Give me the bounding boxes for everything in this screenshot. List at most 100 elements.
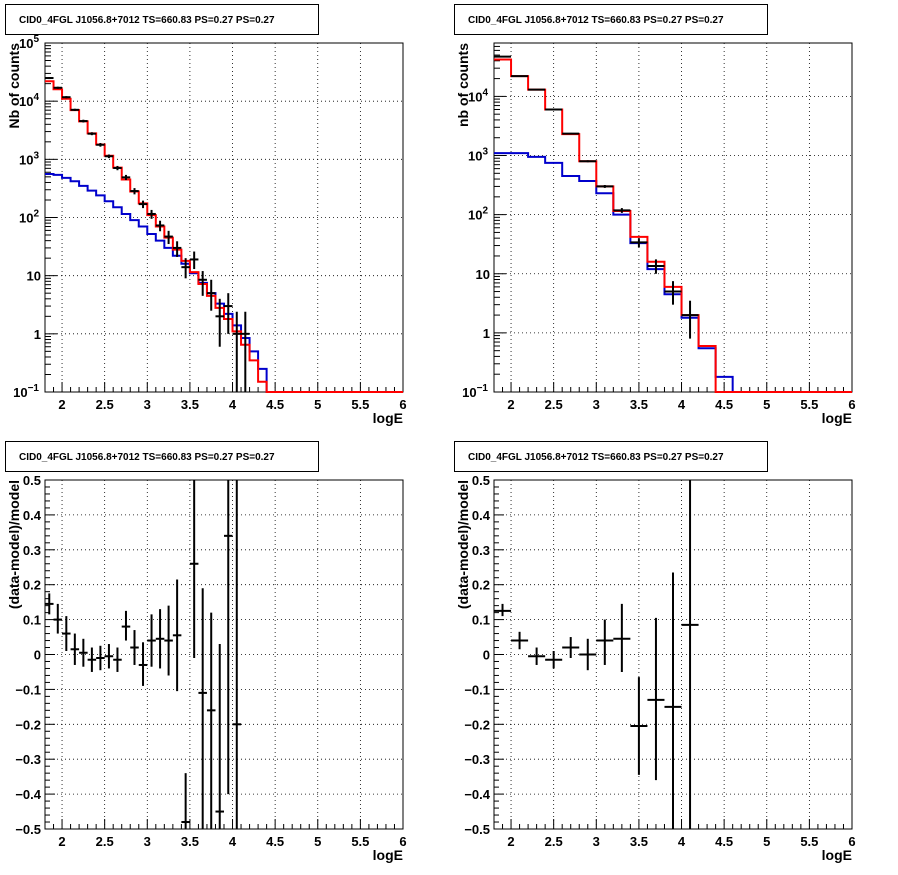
- x-axis-title: logE: [373, 847, 403, 863]
- x-tick-label: 5.5: [800, 834, 818, 849]
- data-point: [511, 631, 529, 650]
- x-tick-label: 3: [144, 834, 151, 849]
- data-point: [579, 638, 597, 671]
- x-tick-label: 2: [507, 397, 514, 412]
- x-tick-label: 2: [58, 834, 65, 849]
- x-tick-label: 2.5: [96, 397, 114, 412]
- chart-title: CID0_4FGL J1056.8+7012 TS=660.83 PS=0.27…: [19, 452, 275, 463]
- data-point: [562, 132, 580, 135]
- y-axis-title: Nb of counts: [6, 43, 22, 129]
- data-point: [113, 165, 122, 171]
- data-point: [198, 271, 207, 296]
- y-tick-label: −0.2: [464, 717, 490, 732]
- data-point: [189, 251, 199, 270]
- data-point: [206, 612, 216, 829]
- data-point: [130, 188, 139, 195]
- x-tick-label: 6: [399, 834, 406, 849]
- data-point: [138, 200, 148, 209]
- panel-counts-right: CID0_4FGL J1056.8+7012 TS=660.83 PS=0.27…: [454, 4, 856, 426]
- y-tick-label: −0.1: [464, 682, 490, 697]
- x-axis-title: logE: [822, 410, 852, 426]
- y-tick-label: 0.5: [472, 473, 490, 488]
- y-tick-label: 0.3: [23, 543, 41, 558]
- data-point: [198, 588, 207, 829]
- series-total-model: [494, 58, 852, 393]
- y-tick-label: 10−1: [462, 383, 488, 400]
- data-point: [155, 609, 165, 669]
- y-tick-label: 0.5: [23, 473, 41, 488]
- y-tick-label: 104: [468, 87, 488, 104]
- data-point: [647, 259, 665, 274]
- data-point: [172, 579, 182, 692]
- data-point: [545, 108, 563, 111]
- data-point: [70, 108, 80, 111]
- data-point: [562, 637, 580, 658]
- y-tick-label: 10−1: [13, 383, 39, 400]
- y-tick-label: −0.5: [15, 822, 41, 837]
- title-box: [454, 4, 768, 35]
- x-tick-label: 2: [507, 834, 514, 849]
- data-point: [241, 311, 250, 392]
- data-point: [181, 258, 190, 279]
- y-tick-label: 0.4: [472, 508, 491, 523]
- data-point: [681, 480, 699, 829]
- y-tick-label: −0.3: [15, 752, 41, 767]
- data-point: [79, 638, 88, 667]
- x-tick-label: 4.5: [715, 834, 733, 849]
- x-tick-label: 4: [678, 834, 686, 849]
- data-point: [121, 174, 131, 181]
- x-tick-label: 5.5: [351, 397, 369, 412]
- x-tick-label: 4.5: [715, 397, 733, 412]
- x-tick-label: 4.5: [266, 397, 284, 412]
- y-tick-label: 1: [483, 326, 490, 341]
- y-axis-title: nb of counts: [455, 43, 471, 127]
- data-point: [224, 480, 233, 795]
- chart-title: CID0_4FGL J1056.8+7012 TS=660.83 PS=0.27…: [19, 15, 275, 26]
- x-tick-label: 4: [229, 834, 237, 849]
- y-tick-label: −0.1: [15, 682, 41, 697]
- y-tick-label: −0.4: [15, 787, 41, 802]
- x-tick-label: 3.5: [181, 397, 199, 412]
- y-tick-label: 102: [468, 206, 488, 223]
- data-point: [138, 642, 148, 686]
- data-point: [232, 480, 242, 829]
- x-tick-label: 5: [314, 834, 321, 849]
- data-point: [494, 55, 512, 58]
- data-point: [53, 603, 63, 634]
- data-point: [45, 593, 54, 615]
- y-tick-label: 0.4: [23, 508, 42, 523]
- data-point: [181, 773, 190, 829]
- y-tick-label: 102: [19, 209, 39, 226]
- x-tick-label: 3.5: [630, 834, 648, 849]
- panel-residuals-right: CID0_4FGL J1056.8+7012 TS=660.83 PS=0.27…: [454, 441, 856, 863]
- x-tick-label: 5: [763, 397, 770, 412]
- y-tick-label: 105: [19, 34, 39, 51]
- y-tick-label: 0.1: [472, 613, 490, 628]
- x-tick-label: 3: [593, 834, 600, 849]
- y-tick-label: −0.3: [464, 752, 490, 767]
- data-point: [596, 619, 614, 665]
- x-tick-label: 5: [763, 834, 770, 849]
- y-axis-title: (data-model)/model: [6, 480, 22, 609]
- x-axis-title: logE: [373, 410, 403, 426]
- y-axis-title: (data-model)/model: [455, 480, 471, 609]
- x-tick-label: 5.5: [351, 834, 369, 849]
- chart-title: CID0_4FGL J1056.8+7012 TS=660.83 PS=0.27…: [468, 15, 724, 26]
- x-tick-label: 4: [229, 397, 237, 412]
- data-point: [155, 220, 165, 232]
- plot-frame: [44, 479, 404, 830]
- data-point: [630, 677, 648, 775]
- data-point: [87, 132, 97, 136]
- data-point: [147, 209, 156, 219]
- x-tick-label: 5: [314, 397, 321, 412]
- data-point: [104, 644, 114, 669]
- data-point: [511, 75, 529, 78]
- data-point: [189, 480, 199, 658]
- data-point: [53, 86, 63, 89]
- x-tick-label: 6: [848, 397, 855, 412]
- data-point: [630, 238, 648, 248]
- x-tick-label: 4.5: [266, 834, 284, 849]
- x-tick-label: 6: [848, 834, 855, 849]
- y-tick-label: 104: [19, 92, 39, 109]
- y-tick-label: 10: [27, 269, 41, 284]
